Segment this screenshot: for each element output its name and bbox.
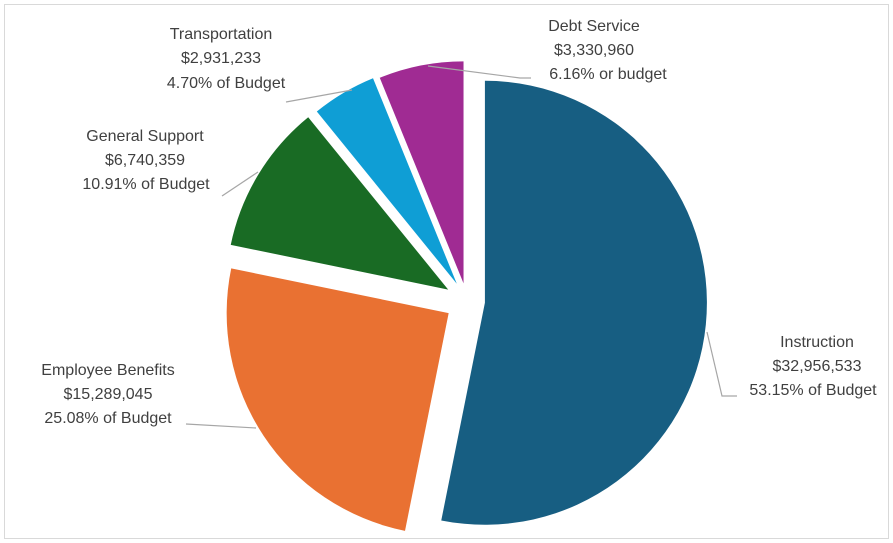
label-category: Instruction	[780, 334, 854, 351]
leader-general-support	[221, 171, 259, 197]
label-category: Debt Service	[548, 18, 640, 35]
pie-slice-general-support	[230, 117, 449, 290]
pie-slices	[226, 61, 707, 531]
leader-debt-service	[427, 65, 531, 79]
label-category: Transportation	[170, 26, 273, 43]
label-percent: 53.15% of Budget	[749, 382, 877, 399]
slice-label-debt-service: Debt Service $3,330,960 6.16% or budget	[548, 18, 667, 83]
label-amount: $6,740,359	[105, 152, 185, 169]
leader-transportation	[285, 89, 353, 103]
pie-slice-instruction	[441, 80, 707, 525]
pie-slice-debt-service	[379, 61, 464, 284]
label-percent: 6.16% or budget	[549, 66, 667, 83]
slice-label-transportation: Transportation $2,931,233 4.70% of Budge…	[167, 26, 286, 92]
pie-slice-transportation	[316, 78, 457, 284]
label-category: Employee Benefits	[41, 362, 174, 379]
label-amount: $15,289,045	[64, 386, 153, 403]
slice-label-general-support: General Support $6,740,359 10.91% of Bud…	[82, 128, 210, 193]
label-category: General Support	[86, 128, 204, 145]
label-percent: 10.91% of Budget	[82, 176, 210, 193]
leader-employee-benefits	[185, 423, 257, 429]
pie-slice-employee-benefits	[226, 268, 449, 531]
leader-lines	[185, 65, 737, 429]
slice-label-employee-benefits: Employee Benefits $15,289,045 25.08% of …	[41, 362, 174, 427]
slice-label-instruction: Instruction $32,956,533 53.15% of Budget	[749, 334, 877, 399]
label-percent: 4.70% of Budget	[167, 75, 286, 92]
label-percent: 25.08% of Budget	[44, 410, 172, 427]
leader-instruction	[706, 331, 737, 397]
label-amount: $2,931,233	[181, 50, 261, 67]
label-amount: $3,330,960	[554, 42, 634, 59]
label-amount: $32,956,533	[773, 358, 862, 375]
